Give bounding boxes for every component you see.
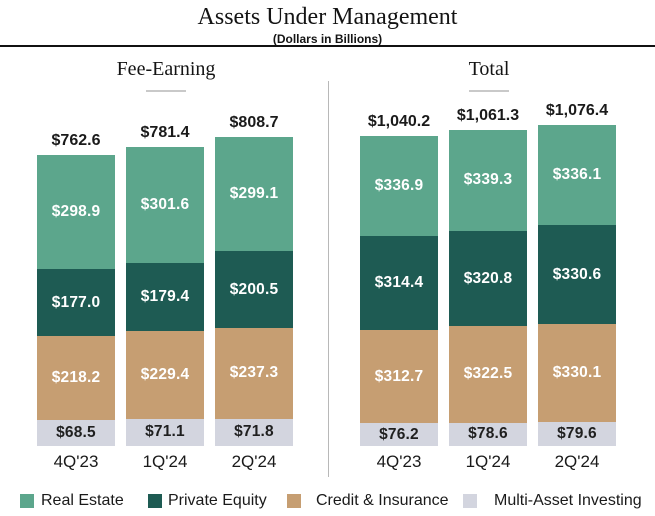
bar-segment-credit-insurance: $237.3 (215, 327, 293, 419)
bar-total-label: $762.6 (51, 131, 101, 149)
bar-segment-real-estate: $339.3 (449, 129, 527, 231)
stacked-bar-total-1Q'24: $339.3 $320.8 $322.5 $78.6 (449, 129, 527, 446)
legend-swatch-private-equity (148, 494, 162, 508)
bar-segment-multi-asset-investing: $78.6 (449, 422, 527, 446)
bar-segment-credit-insurance: $218.2 (37, 336, 115, 420)
bar-total-label: $1,076.4 (545, 102, 609, 119)
bar-segment-private-equity: $314.4 (360, 236, 438, 330)
legend-item-credit-insurance: Credit & Insurance (287, 492, 449, 509)
category-label-total: 4Q'23 (376, 452, 422, 471)
legend-item-private-equity: Private Equity (148, 492, 267, 509)
bar-total-label: $1,061.3 (456, 106, 520, 124)
legend-swatch-credit-insurance (287, 494, 301, 508)
category-label-fee-earning: 1Q'24 (142, 452, 188, 471)
stacked-bar-total-2Q'24: $336.1 $330.6 $330.1 $79.6 (538, 125, 616, 446)
bar-total-label: $1,040.2 (367, 112, 431, 130)
bar-segment-real-estate: $299.1 (215, 137, 293, 252)
bar-segment-real-estate: $336.1 (538, 125, 616, 226)
stacked-bar-fee-earning-2Q'24: $299.1 $200.5 $237.3 $71.8 (215, 137, 293, 446)
bar-segment-private-equity: $179.4 (126, 262, 204, 332)
bar-segment-multi-asset-investing: $76.2 (360, 423, 438, 446)
category-label-fee-earning: 2Q'24 (231, 452, 277, 471)
bar-segment-credit-insurance: $229.4 (126, 331, 204, 419)
legend-label-real-estate: Real Estate (41, 492, 124, 509)
bar-segment-private-equity: $200.5 (215, 251, 293, 328)
category-label-total: 2Q'24 (554, 452, 600, 471)
legend: Real Estate Private Equity Credit & Insura… (0, 492, 655, 511)
bar-segment-real-estate: $298.9 (37, 154, 115, 269)
legend-swatch-real-estate (20, 494, 34, 508)
category-label-total: 1Q'24 (465, 452, 511, 471)
group-header-underline (469, 90, 509, 92)
chart-subtitle: (Dollars in Billions) (272, 32, 383, 46)
legend-label-private-equity: Private Equity (168, 492, 267, 509)
bar-segment-real-estate: $301.6 (126, 147, 204, 263)
legend-label-credit-insurance: Credit & Insurance (316, 492, 449, 509)
stacked-bar-fee-earning-4Q'23: $298.9 $177.0 $218.2 $68.5 (37, 154, 115, 446)
bar-segment-private-equity: $177.0 (37, 268, 115, 337)
group-header-fee-earning: Fee-Earning (116, 58, 216, 80)
category-label-fee-earning: 4Q'23 (53, 452, 99, 471)
legend-item-multi-asset-investing: Multi-Asset Investing (463, 492, 642, 509)
bar-segment-credit-insurance: $312.7 (360, 330, 438, 424)
title-divider-rule (0, 45, 655, 47)
legend-item-real-estate: Real Estate (20, 492, 124, 509)
legend-label-multi-asset-investing: Multi-Asset Investing (494, 492, 642, 509)
group-header-underline (146, 90, 186, 92)
bar-segment-multi-asset-investing: $71.1 (126, 418, 204, 446)
bar-segment-private-equity: $330.6 (538, 225, 616, 324)
bar-total-label: $781.4 (140, 124, 190, 142)
bar-segment-credit-insurance: $322.5 (449, 326, 527, 423)
bar-segment-real-estate: $336.9 (360, 135, 438, 237)
group-header-total: Total (468, 58, 510, 80)
bar-segment-multi-asset-investing: $68.5 (37, 419, 115, 446)
bar-segment-credit-insurance: $330.1 (538, 323, 616, 423)
panel-divider-line (328, 81, 329, 477)
bar-segment-private-equity: $320.8 (449, 230, 527, 327)
stacked-bar-fee-earning-1Q'24: $301.6 $179.4 $229.4 $71.1 (126, 147, 204, 446)
chart-title: Assets Under Management (197, 4, 458, 30)
bar-total-label: $808.7 (229, 114, 279, 131)
bar-segment-multi-asset-investing: $71.8 (215, 418, 293, 446)
stacked-bar-total-4Q'23: $336.9 $314.4 $312.7 $76.2 (360, 135, 438, 446)
legend-swatch-multi-asset-investing (463, 494, 477, 508)
bar-segment-multi-asset-investing: $79.6 (538, 422, 616, 446)
